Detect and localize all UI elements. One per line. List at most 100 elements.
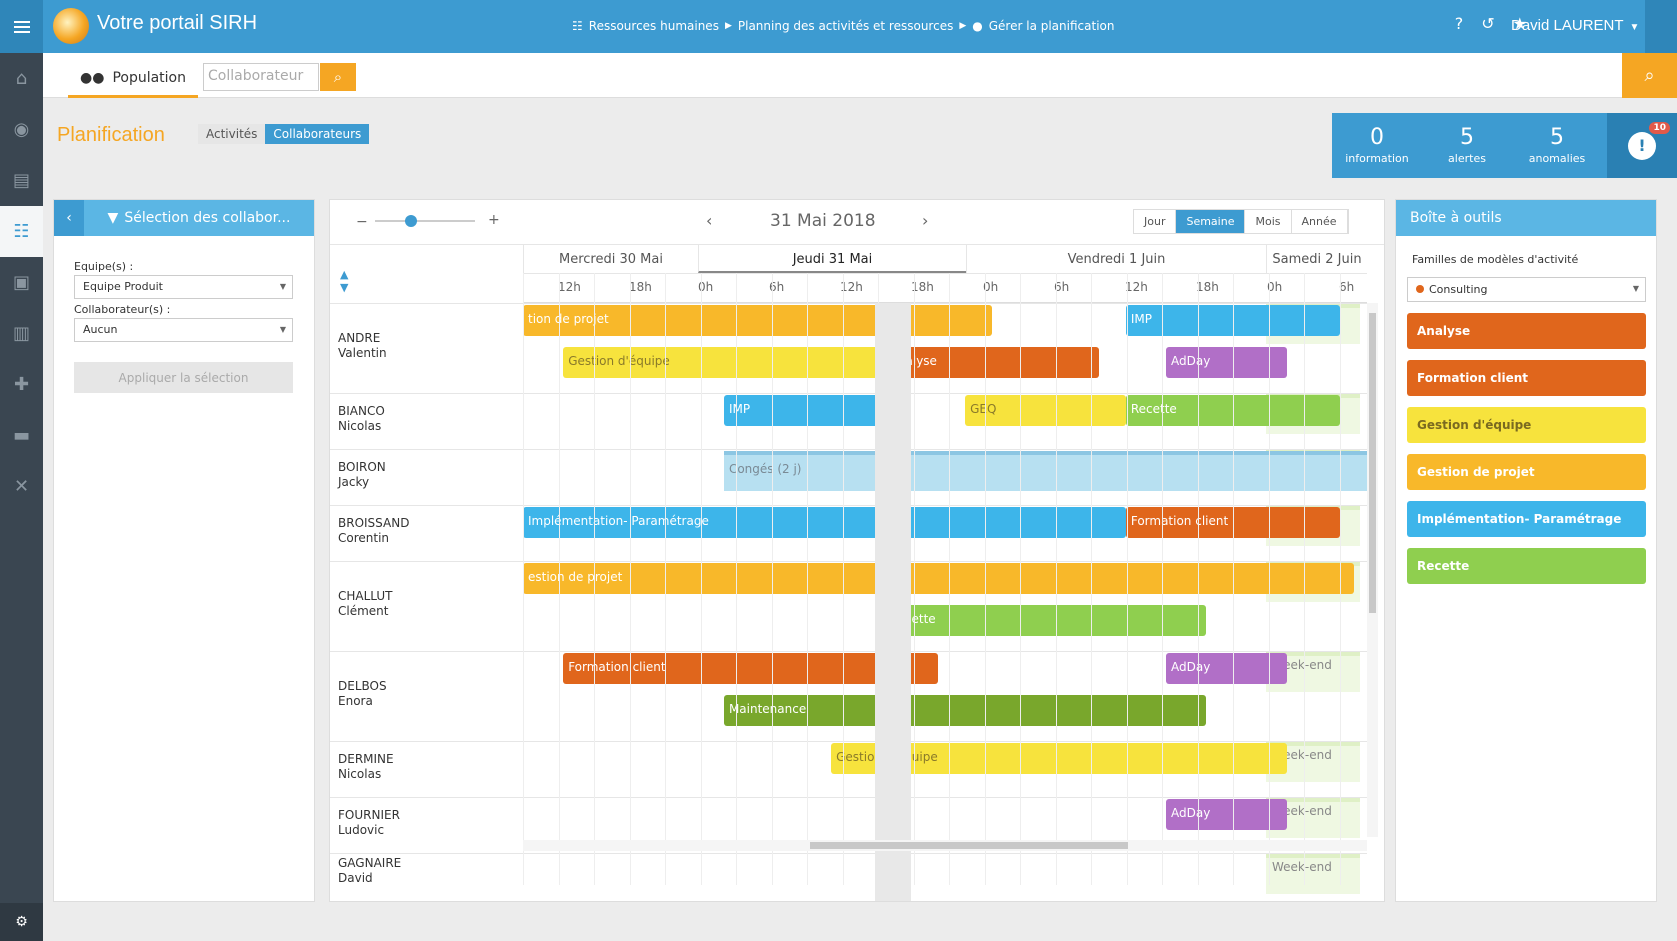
timeline-grid: Mercredi 30 Mai Jeudi 31 Mai Vendredi 1 Ju…: [523, 245, 1367, 901]
building-icon[interactable]: ▥: [12, 323, 30, 344]
grid-line: [843, 273, 844, 885]
grid-line: [1091, 273, 1092, 885]
previous-period-button[interactable]: ‹: [706, 211, 713, 230]
population-tab[interactable]: ●● Population: [68, 61, 198, 98]
zoom-out-button[interactable]: −: [356, 214, 368, 230]
breadcrumb-item[interactable]: Ressources humaines: [588, 19, 719, 33]
view-semaine[interactable]: Semaine: [1176, 210, 1246, 233]
employee-name[interactable]: GAGNAIRE David: [338, 856, 401, 886]
activity-bar[interactable]: GEQ: [965, 395, 1126, 426]
employee-name[interactable]: BOIRON Jacky: [338, 460, 386, 490]
toggle-collaborateurs[interactable]: Collaborateurs: [265, 124, 370, 144]
collaborator-search-input[interactable]: Collaborateur: [203, 63, 319, 91]
activity-bar[interactable]: Congés (2 j): [723, 451, 1367, 491]
employee-name[interactable]: CHALLUT Clément: [338, 589, 393, 619]
current-date: 31 Mai 2018: [770, 211, 876, 231]
hour-label: 12h: [840, 280, 863, 294]
home-icon[interactable]: ⌂: [15, 68, 28, 89]
activity-bar[interactable]: Maintenance: [723, 695, 1207, 726]
next-period-button[interactable]: ›: [922, 211, 929, 230]
activity-bar[interactable]: IMP: [723, 395, 899, 426]
user-menu[interactable]: David LAURENT ▼: [1511, 17, 1639, 34]
toolbox-panel: Boîte à outils Familles de modèles d'act…: [1395, 199, 1657, 902]
user-name: David LAURENT: [1511, 17, 1624, 34]
employee-first-name: Corentin: [338, 531, 390, 545]
family-button[interactable]: Implémentation- Paramétrage: [1407, 501, 1646, 537]
activity-bar[interactable]: AdDay: [1166, 799, 1287, 830]
profile-icon[interactable]: ◉: [13, 119, 30, 140]
grid-line: [985, 273, 986, 885]
id-card-icon[interactable]: ▣: [12, 272, 30, 293]
search-button[interactable]: ⌕: [320, 63, 356, 91]
report-search-button[interactable]: ⌕: [1622, 53, 1677, 98]
stat-value: 0: [1370, 125, 1384, 150]
star-icon[interactable]: ★: [1512, 14, 1527, 33]
family-button[interactable]: Analyse: [1407, 313, 1646, 349]
planning-calendar: − + ‹ 31 Mai 2018 › Jour Semaine Mois An…: [329, 199, 1385, 902]
medical-icon[interactable]: ✚: [13, 374, 30, 395]
filter-icon: ▼: [107, 210, 119, 226]
employee-name[interactable]: BIANCO Nicolas: [338, 404, 385, 434]
briefcase-icon[interactable]: ▬: [12, 425, 30, 446]
folder-icon[interactable]: ▤: [12, 170, 30, 191]
view-jour[interactable]: Jour: [1134, 210, 1177, 233]
zoom-slider-handle[interactable]: [405, 215, 417, 227]
row-separator: [330, 449, 1367, 450]
activity-bar[interactable]: Implémentation- Paramétrage: [523, 507, 1126, 538]
stat-alertes[interactable]: 5 alertes: [1422, 113, 1512, 178]
sort-icon[interactable]: ▲ ▼: [340, 268, 349, 294]
day-header: Vendredi 1 Juin: [966, 245, 1266, 273]
grid-line: [594, 273, 595, 885]
history-icon[interactable]: ↺: [1481, 14, 1495, 33]
activity-bar[interactable]: AdDay: [1166, 347, 1287, 378]
view-annee[interactable]: Année: [1292, 210, 1348, 233]
collapse-panel-button[interactable]: ‹: [54, 200, 84, 236]
alerts-button[interactable]: ! 10: [1607, 113, 1677, 178]
activity-bar[interactable]: AdDay: [1166, 653, 1287, 684]
hamburger-icon: [13, 25, 30, 28]
location-pin-icon: ●: [972, 19, 983, 33]
zoom-in-button[interactable]: +: [488, 212, 500, 228]
menu-toggle-button[interactable]: [0, 0, 43, 53]
hierarchy-icon: ☷: [572, 19, 583, 33]
activity-bar[interactable]: tion de projet: [523, 305, 992, 336]
hour-label: 0h: [1267, 280, 1283, 294]
toggle-activites[interactable]: Activités: [198, 124, 266, 144]
org-chart-icon[interactable]: ☷: [0, 206, 43, 257]
apply-selection-button[interactable]: Appliquer la sélection: [74, 362, 293, 393]
vertical-scrollbar-thumb[interactable]: [1369, 313, 1376, 613]
settings-gear-icon[interactable]: ⚙: [0, 903, 43, 941]
family-button[interactable]: Formation client: [1407, 360, 1646, 396]
stat-anomalies[interactable]: 5 anomalies: [1512, 113, 1602, 178]
family-button[interactable]: Gestion de projet: [1407, 454, 1646, 490]
activity-bar[interactable]: estion de projet: [523, 563, 1354, 594]
search-icon: ⌕: [333, 68, 343, 86]
family-button[interactable]: Gestion d'équipe: [1407, 407, 1646, 443]
tools-icon[interactable]: ✕: [13, 476, 30, 497]
collaborator-select[interactable]: Aucun ▼: [74, 318, 293, 342]
team-select[interactable]: Equipe Produit ▼: [74, 275, 293, 299]
family-select-value: Consulting: [1429, 283, 1488, 296]
chevron-right-icon: ▶: [959, 21, 967, 31]
employee-name[interactable]: DELBOS Enora: [338, 679, 387, 709]
employee-name[interactable]: DERMINE Nicolas: [338, 752, 394, 782]
employee-first-name: Nicolas: [338, 767, 382, 781]
activity-bar[interactable]: Gestion d'équipe: [563, 347, 885, 378]
employee-first-name: Clément: [338, 604, 389, 618]
employee-name[interactable]: ANDRE Valentin: [338, 331, 387, 361]
stat-information[interactable]: 0 information: [1332, 113, 1422, 178]
stat-label: alertes: [1448, 152, 1486, 165]
horizontal-scrollbar-thumb[interactable]: [810, 842, 1128, 849]
breadcrumb-item[interactable]: Planning des activités et ressources: [737, 19, 954, 33]
employee-name[interactable]: FOURNIER Ludovic: [338, 808, 400, 838]
activity-bar[interactable]: Recette: [884, 605, 1207, 636]
employee-name[interactable]: BROISSAND Corentin: [338, 516, 409, 546]
family-select[interactable]: Consulting ▼: [1407, 277, 1646, 302]
zoom-slider-track[interactable]: [375, 220, 475, 222]
employee-first-name: Enora: [338, 694, 373, 708]
page-title: Planification: [57, 124, 165, 146]
caret-down-icon: ▼: [1632, 284, 1639, 293]
view-mois[interactable]: Mois: [1245, 210, 1292, 233]
help-icon[interactable]: ?: [1454, 14, 1464, 33]
family-button[interactable]: Recette: [1407, 548, 1646, 584]
